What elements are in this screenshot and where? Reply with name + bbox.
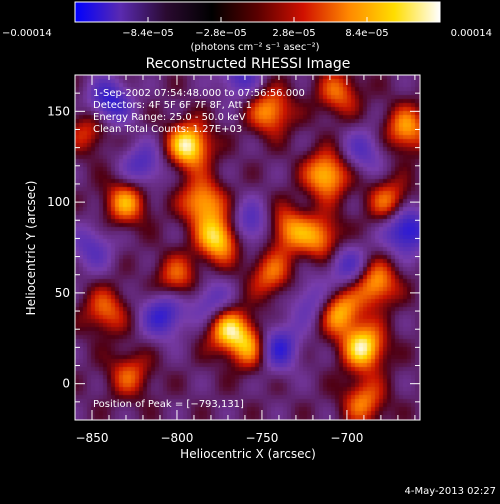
image-annotations: 1-Sep-2002 07:54:48.000 to 07:56:56.000D… [93,88,305,135]
colorbar-tick-label: 2.8e−05 [272,28,315,39]
colorbar-tick-label: −2.8e−05 [195,28,247,39]
x-tick-label: −800 [160,431,193,445]
x-tick-label: −700 [330,431,363,445]
y-tick-label: 50 [55,286,70,300]
x-tick-label: −750 [245,431,278,445]
annotation-line: Energy Range: 25.0 - 50.0 keV [93,112,246,123]
heatmap-image [75,75,420,420]
axis-ticks: −850 −800 −750 −700 0 50 100 150 [47,74,420,445]
colorbar-tick-label: −0.00014 [2,28,52,39]
x-tick-label: −850 [76,431,109,445]
annotation-line: Detectors: 4F 5F 6F 7F 8F, Att 1 [93,100,252,111]
render-timestamp: 4-May-2013 02:27 [404,486,496,497]
plot-frame [74,74,421,421]
peak-position-label: Position of Peak = [−793,131] [93,399,244,410]
colorbar [74,1,441,23]
annotation-line: 1-Sep-2002 07:54:48.000 to 07:56:56.000 [93,88,305,99]
annotation-line: Clean Total Counts: 1.27E+03 [93,124,242,135]
colorbar-tick-label: −8.4e−05 [122,28,174,39]
colorbar-tick-label: 0.00014 [451,28,492,39]
x-axis-label: Heliocentric X (arcsec) [180,447,316,461]
colorbar-units: (photons cm⁻² s⁻¹ asec⁻²) [190,42,319,53]
chart-title: Reconstructed RHESSI Image [146,56,351,72]
y-axis-label: Heliocentric Y (arcsec) [24,181,38,316]
y-tick-label: 0 [62,377,70,391]
colorbar-tick-label: 8.4e−05 [345,28,388,39]
y-tick-label: 150 [47,104,70,118]
y-tick-label: 100 [47,195,70,209]
colorbar-ticks: −0.00014 −8.4e−05 −2.8e−05 2.8e−05 8.4e−05 0.… [2,17,492,39]
